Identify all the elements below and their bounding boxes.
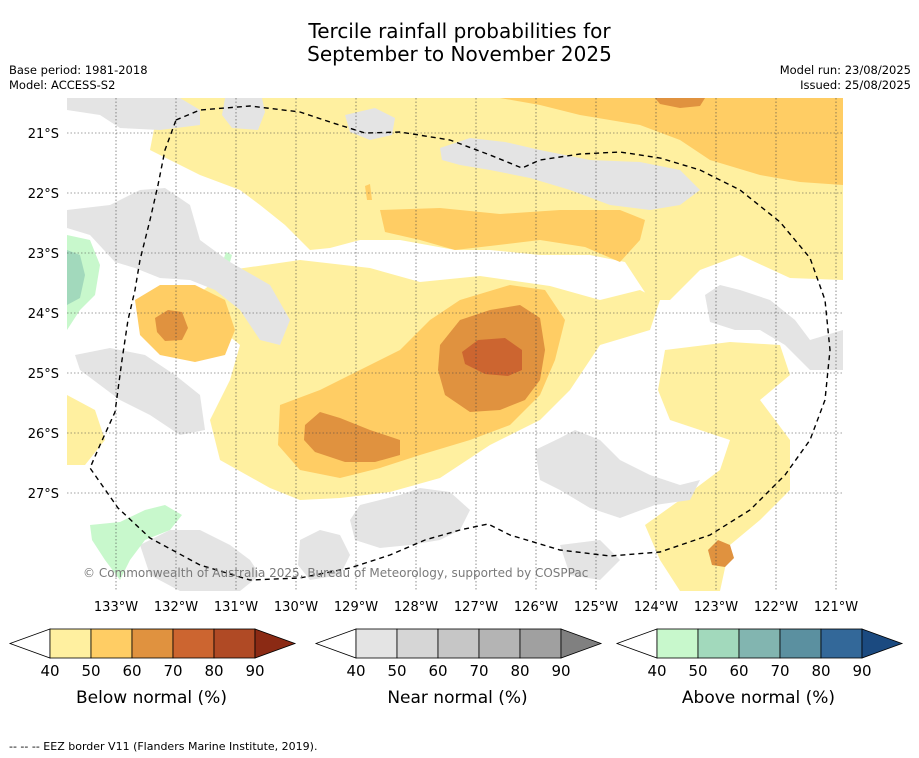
colorbar-tick: 70 [163,662,182,680]
colorbar-extend-high [254,628,297,659]
colorbar-bin [656,628,699,659]
longitude-label: 129°W [334,600,378,615]
colorbar-tick: 40 [346,662,365,680]
colorbar-tick: 70 [469,662,488,680]
colorbar-1: 40 50 60 70 80 90 Near normal (%) [314,628,603,708]
colorbar-bin [437,628,480,659]
above-normal-regions [67,235,232,580]
chart-title-line1: Tercile rainfall probabilities for [308,19,611,43]
longitude-label: 127°W [454,600,498,615]
longitude-label: 123°W [694,600,738,615]
colorbar-bin [213,628,256,659]
colorbar-tick: 40 [647,662,666,680]
colorbar-extend-low [615,628,658,659]
longitude-label: 125°W [574,600,618,615]
latitude-label: 23°S [28,247,59,262]
longitude-label: 124°W [634,600,678,615]
longitude-label: 121°W [814,600,858,615]
colorbar-tick: 90 [551,662,570,680]
latitude-label: 27°S [28,487,59,502]
latitude-label: 25°S [28,367,59,382]
latitude-label: 21°S [28,127,59,142]
longitude-label: 128°W [394,600,438,615]
model-name: Model: ACCESS-S2 [9,78,116,92]
colorbar-bin [519,628,562,659]
colorbar-tick: 40 [40,662,59,680]
graticule [67,98,843,591]
colorbar-bin [90,628,133,659]
longitude-label: 133°W [94,600,138,615]
issued-date: Issued: 25/08/2025 [800,78,911,92]
colorbar-bin [779,628,822,659]
colorbar-bin [697,628,740,659]
colorbar-tick: 60 [428,662,447,680]
colorbar-tick: 50 [387,662,406,680]
below-normal-70-80-regions [462,338,522,376]
colorbar-extend-high [861,628,904,659]
colorbar-title: Above normal (%) [682,688,835,708]
latitude-label: 22°S [28,187,59,202]
colorbar-extend-high [560,628,603,659]
colorbar-extend-low [8,628,51,659]
colorbar-tick: 80 [811,662,830,680]
colorbar-bin [396,628,439,659]
eez-border-legend: -- -- -- EEZ border V11 (Flanders Marine… [9,740,318,753]
colorbar-bin [131,628,174,659]
probability-map: © Commonwealth of Australia 2025, Bureau… [67,98,843,591]
colorbar-0: 40 50 60 70 80 90 Below normal (%) [8,628,297,708]
longitude-label: 130°W [274,600,318,615]
longitude-label: 122°W [754,600,798,615]
colorbar-legends: 40 50 60 70 80 90 Below normal (%) 40 50 60 70 80 90… [8,628,904,708]
latitude-labels: 21°S 22°S 23°S 24°S 25°S 26°S 27°S [28,127,59,502]
colorbar-tick: 80 [204,662,223,680]
colorbar-bin [478,628,521,659]
latitude-label: 26°S [28,427,59,442]
colorbar-title: Below normal (%) [76,688,227,708]
colorbar-tick: 80 [510,662,529,680]
latitude-label: 24°S [28,307,59,322]
longitude-label: 126°W [514,600,558,615]
colorbar-extend-low [314,628,357,659]
longitude-label: 131°W [214,600,258,615]
copyright-notice: © Commonwealth of Australia 2025, Bureau… [83,566,588,580]
colorbar-tick: 50 [81,662,100,680]
colorbar-2: 40 50 60 70 80 90 Above normal (%) [615,628,904,708]
colorbar-tick: 50 [688,662,707,680]
colorbar-bin [355,628,398,659]
colorbar-bin [820,628,863,659]
colorbar-bin [172,628,215,659]
base-period: Base period: 1981-2018 [9,63,148,77]
colorbar-tick: 90 [245,662,264,680]
colorbar-tick: 60 [729,662,748,680]
model-run-date: Model run: 23/08/2025 [779,63,911,77]
colorbar-tick: 60 [122,662,141,680]
longitude-labels: 133°W 132°W 131°W 130°W 129°W 128°W 127°W 126°W… [94,600,858,615]
near-normal-40-50-regions [67,98,843,591]
colorbar-tick: 90 [852,662,871,680]
colorbar-bin [738,628,781,659]
colorbar-tick: 70 [770,662,789,680]
colorbar-title: Near normal (%) [387,688,527,708]
colorbar-bin [49,628,92,659]
chart-title-line2: September to November 2025 [307,42,612,66]
longitude-label: 132°W [154,600,198,615]
eez-border [89,105,831,581]
